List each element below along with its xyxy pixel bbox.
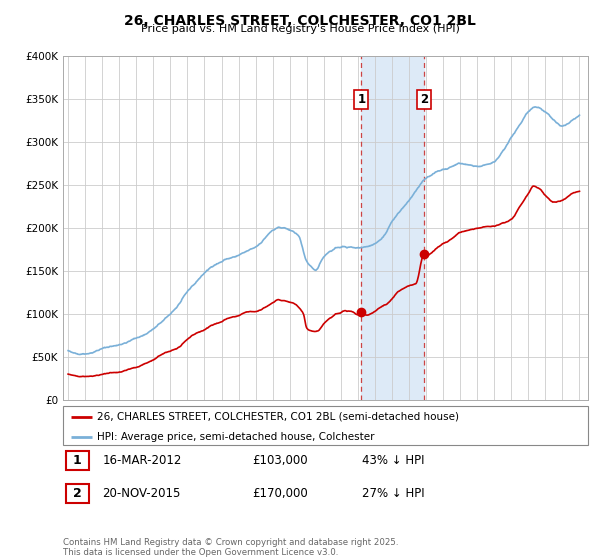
Bar [361, 56, 424, 400]
Text: Contains HM Land Registry data © Crown copyright and database right 2025.
This d: Contains HM Land Registry data © Crown c… [63, 538, 398, 557]
FancyBboxPatch shape [65, 451, 89, 470]
FancyBboxPatch shape [63, 406, 588, 445]
Text: HPI: Average price, semi-detached house, Colchester: HPI: Average price, semi-detached house,… [97, 432, 374, 442]
Text: 26, CHARLES STREET, COLCHESTER, CO1 2BL (semi-detached house): 26, CHARLES STREET, COLCHESTER, CO1 2BL … [97, 412, 459, 422]
Text: 2: 2 [420, 92, 428, 105]
FancyBboxPatch shape [65, 484, 89, 503]
Text: Price paid vs. HM Land Registry's House Price Index (HPI): Price paid vs. HM Land Registry's House … [140, 24, 460, 34]
Text: 26, CHARLES STREET, COLCHESTER, CO1 2BL: 26, CHARLES STREET, COLCHESTER, CO1 2BL [124, 14, 476, 28]
Text: 20-NOV-2015: 20-NOV-2015 [103, 487, 181, 501]
Text: £103,000: £103,000 [252, 454, 308, 468]
Text: £170,000: £170,000 [252, 487, 308, 501]
Text: 16-MAR-2012: 16-MAR-2012 [103, 454, 182, 468]
Text: 43% ↓ HPI: 43% ↓ HPI [362, 454, 425, 468]
Text: 2: 2 [73, 487, 82, 501]
Text: 1: 1 [73, 454, 82, 468]
Text: 27% ↓ HPI: 27% ↓ HPI [362, 487, 425, 501]
Text: 1: 1 [358, 92, 365, 105]
